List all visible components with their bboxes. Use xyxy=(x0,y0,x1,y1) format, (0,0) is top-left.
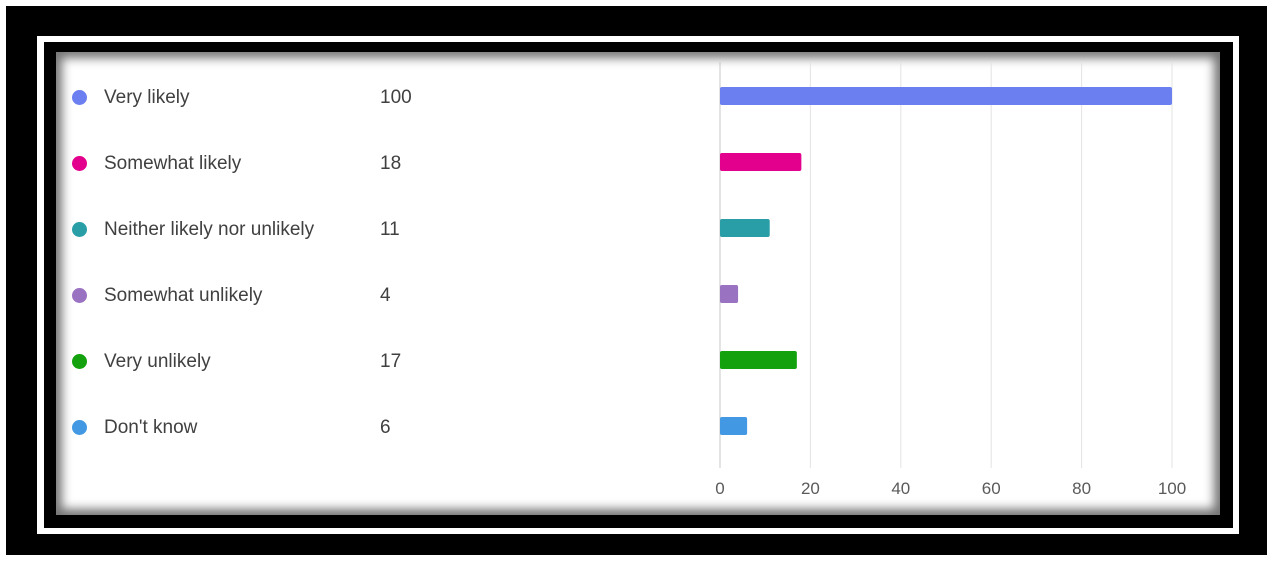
bar xyxy=(720,351,797,369)
bar xyxy=(720,153,802,171)
x-tick-label: 100 xyxy=(1158,479,1186,498)
x-tick-label: 60 xyxy=(982,479,1001,498)
x-tick-label: 80 xyxy=(1072,479,1091,498)
legend-label: Don't know xyxy=(104,417,198,438)
legend-count: 17 xyxy=(380,351,402,372)
legend-count: 4 xyxy=(380,285,391,306)
bar xyxy=(720,219,770,237)
legend-label: Neither likely nor unlikely xyxy=(104,219,315,240)
legend-label: Somewhat likely xyxy=(104,153,242,174)
bar xyxy=(720,417,748,435)
legend-label: Very unlikely xyxy=(104,351,211,372)
legend-item-somewhat-likely: Somewhat likely 18 xyxy=(72,150,432,176)
legend-item-dont-know: Don't know 6 xyxy=(72,414,432,440)
bar xyxy=(720,87,1172,105)
legend-swatch xyxy=(72,419,87,435)
legend-item-very-unlikely: Very unlikely 17 xyxy=(72,348,432,374)
legend-label: Very likely xyxy=(104,87,190,108)
x-tick-label: 40 xyxy=(891,479,910,498)
legend-label: Somewhat unlikely xyxy=(104,285,263,306)
legend-swatch xyxy=(72,221,87,237)
bar xyxy=(720,285,739,303)
legend-count: 100 xyxy=(380,87,412,108)
x-tick-label: 0 xyxy=(715,479,724,498)
legend-count: 11 xyxy=(380,219,400,240)
chart-panel xyxy=(56,52,1220,515)
legend-swatch xyxy=(72,287,87,303)
legend-swatch xyxy=(72,353,87,369)
legend-swatch xyxy=(72,155,87,171)
x-tick-label: 20 xyxy=(801,479,820,498)
legend-count: 18 xyxy=(380,153,402,174)
legend-item-neither: Neither likely nor unlikely 11 xyxy=(72,216,432,242)
legend-swatch xyxy=(72,89,87,105)
legend-item-somewhat-unlikely: Somewhat unlikely 4 xyxy=(72,282,432,308)
legend-count: 6 xyxy=(380,417,391,438)
legend-item-very-likely: Very likely 100 xyxy=(72,84,432,110)
